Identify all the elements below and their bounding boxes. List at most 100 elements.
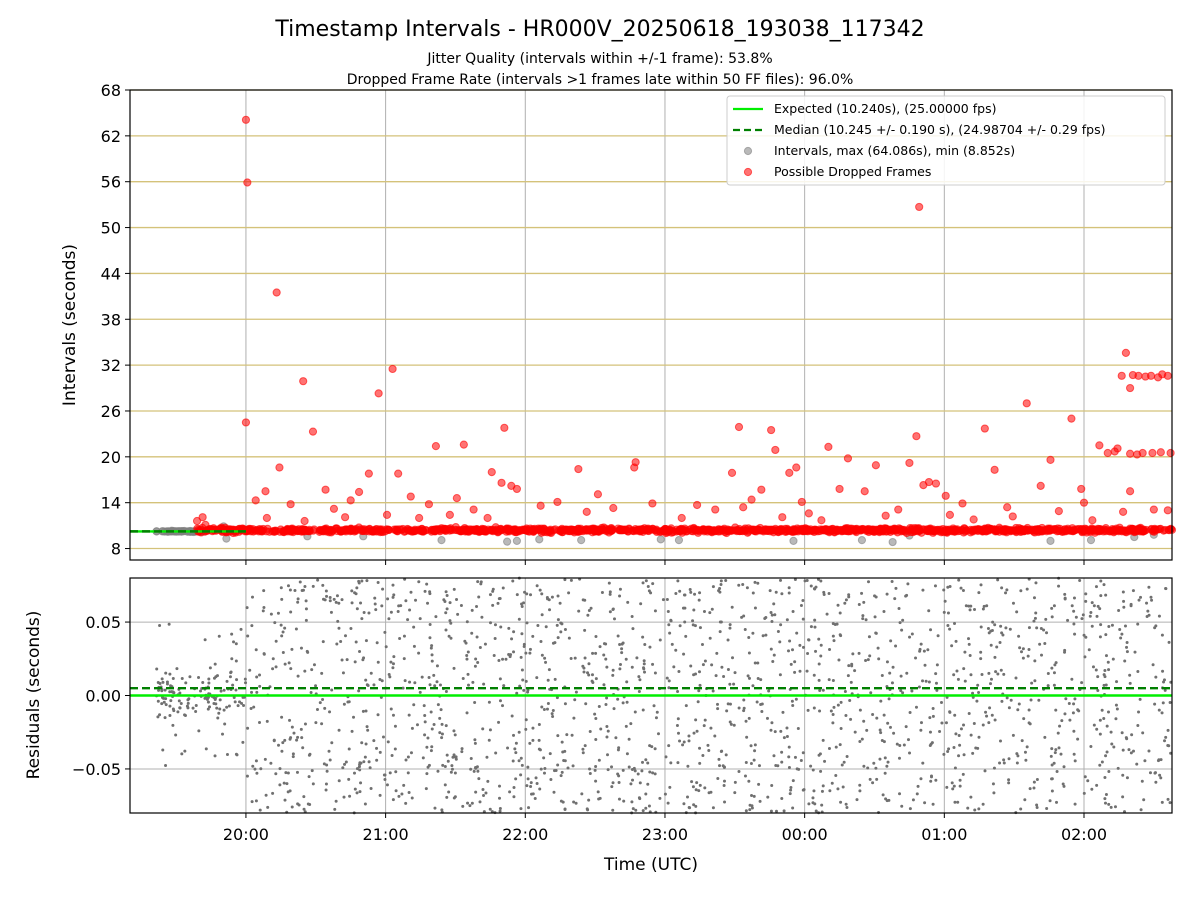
residual-point xyxy=(1107,668,1111,672)
residual-point xyxy=(262,589,266,593)
residual-point xyxy=(498,796,502,800)
residual-point xyxy=(1098,732,1102,736)
residual-point xyxy=(742,709,746,713)
dropped-frame-point xyxy=(241,418,251,427)
residual-point xyxy=(447,634,451,638)
residual-point xyxy=(271,791,275,795)
residual-point xyxy=(508,790,512,794)
residual-point xyxy=(743,628,747,632)
residual-point xyxy=(880,673,884,677)
residual-point xyxy=(197,675,201,679)
residual-point xyxy=(975,699,979,703)
residual-point xyxy=(164,763,168,767)
residual-point xyxy=(545,596,549,600)
residual-point xyxy=(570,733,574,737)
residual-point xyxy=(567,636,571,640)
residual-point xyxy=(536,623,540,627)
residual-point xyxy=(625,752,629,756)
residual-point xyxy=(618,667,622,671)
dropped-frame-point xyxy=(1017,527,1026,536)
residual-point xyxy=(281,630,285,634)
residual-point xyxy=(906,738,910,742)
residual-point xyxy=(755,700,759,704)
residual-point xyxy=(887,697,891,701)
residual-point xyxy=(175,667,179,671)
dropped-frame-point xyxy=(864,526,874,535)
residual-point xyxy=(574,801,578,805)
residual-point xyxy=(375,746,379,750)
residual-point xyxy=(324,589,328,593)
residual-point xyxy=(959,586,963,590)
residual-point xyxy=(485,755,489,759)
residual-point xyxy=(943,599,947,603)
residual-point xyxy=(757,764,761,768)
residual-point xyxy=(748,803,752,807)
residual-point xyxy=(587,798,591,802)
residual-point xyxy=(373,602,377,606)
dropped-frame-point xyxy=(444,524,454,534)
dropped-frame-point xyxy=(1125,525,1135,535)
residual-point xyxy=(1106,710,1110,714)
residual-point xyxy=(1050,747,1054,751)
residual-point xyxy=(967,637,971,641)
residual-point xyxy=(957,754,961,758)
residual-point xyxy=(340,658,344,662)
residual-point xyxy=(948,710,952,714)
residual-point xyxy=(354,640,358,644)
residual-point xyxy=(898,621,902,625)
residual-point xyxy=(1016,708,1020,712)
residual-point xyxy=(322,762,326,766)
dropped-frame-point xyxy=(388,364,397,374)
residual-point xyxy=(473,738,477,742)
dropped-frame-point xyxy=(1166,448,1175,458)
residual-point xyxy=(732,723,736,727)
residual-point xyxy=(410,796,414,800)
residual-point xyxy=(981,723,985,727)
residual-point xyxy=(429,749,433,753)
residual-point xyxy=(294,627,298,631)
residual-point xyxy=(648,770,652,774)
residual-point xyxy=(253,767,257,771)
residual-point xyxy=(780,592,784,596)
residual-point xyxy=(460,750,464,754)
residual-point xyxy=(661,598,665,602)
interval-point xyxy=(437,536,446,545)
residual-point xyxy=(478,800,482,804)
residual-point xyxy=(376,713,380,717)
residual-point xyxy=(676,731,680,735)
residual-point xyxy=(561,750,565,754)
residual-point xyxy=(976,746,980,750)
residual-point xyxy=(212,702,216,706)
residual-point xyxy=(358,762,362,766)
residual-point xyxy=(621,701,625,705)
residual-point xyxy=(797,767,801,771)
residual-point xyxy=(407,790,411,794)
residual-point xyxy=(259,767,263,771)
residual-point xyxy=(618,587,622,591)
residual-point xyxy=(858,708,862,712)
residual-point xyxy=(928,730,932,734)
residual-point xyxy=(569,656,573,660)
residual-point xyxy=(1103,797,1107,801)
residual-point xyxy=(1064,697,1068,701)
residual-point xyxy=(751,631,755,635)
residual-point xyxy=(728,682,732,686)
residual-point xyxy=(626,600,630,604)
residual-point xyxy=(1168,701,1172,705)
residual-point xyxy=(526,777,530,781)
residual-point xyxy=(567,591,571,595)
residual-point xyxy=(320,722,324,726)
residual-point xyxy=(450,767,454,771)
residual-point xyxy=(533,797,537,801)
residual-point xyxy=(779,729,783,733)
residual-point xyxy=(642,659,646,663)
residual-point xyxy=(363,802,367,806)
residual-point xyxy=(487,738,491,742)
residual-point xyxy=(582,670,586,674)
residual-point xyxy=(829,709,833,713)
residual-point xyxy=(604,702,608,706)
residual-point xyxy=(719,582,723,586)
residual-point xyxy=(328,595,332,599)
residual-point xyxy=(638,678,642,682)
residual-point xyxy=(953,713,957,717)
